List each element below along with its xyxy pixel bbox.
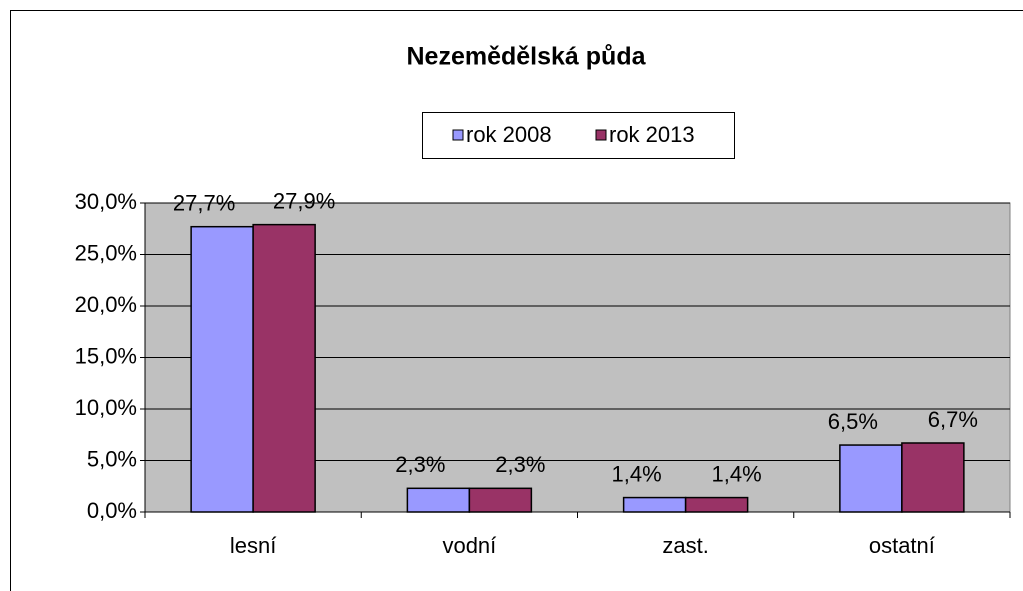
bar [468,487,533,513]
value-label: 2,3% [495,452,545,477]
value-label: 1,4% [712,461,762,486]
x-tick-label: lesní [230,533,276,558]
bar [406,487,471,513]
x-tick-label: zast. [662,533,708,558]
y-tick-label: 5,0% [87,446,137,471]
bar [190,225,254,513]
chart-title: Nezemědělská půda [407,43,647,71]
value-label: 27,9% [273,188,335,213]
x-tick-label: ostatní [869,533,935,558]
chart-border [10,10,1023,591]
legend-label: rok 2008 [466,122,552,147]
legend-label: rok 2013 [609,122,695,147]
bar [839,444,903,513]
value-label: 1,4% [612,461,662,486]
y-tick-label: 15,0% [75,343,137,368]
y-tick-label: 10,0% [75,395,137,420]
value-label: 6,5% [828,409,878,434]
bar [252,223,316,513]
x-tick-label: vodní [442,533,496,558]
y-tick-label: 0,0% [87,498,137,523]
legend-swatch [595,129,607,141]
y-tick-label: 25,0% [75,240,137,265]
bar [684,496,749,513]
value-label: 2,3% [395,452,445,477]
legend [422,112,735,159]
legend-swatch [452,129,464,141]
value-label: 6,7% [928,407,978,432]
y-tick-label: 20,0% [75,292,137,317]
y-tick-label: 30,0% [75,189,137,214]
value-label: 27,7% [173,191,235,216]
bar [622,496,687,513]
bar [901,442,965,513]
